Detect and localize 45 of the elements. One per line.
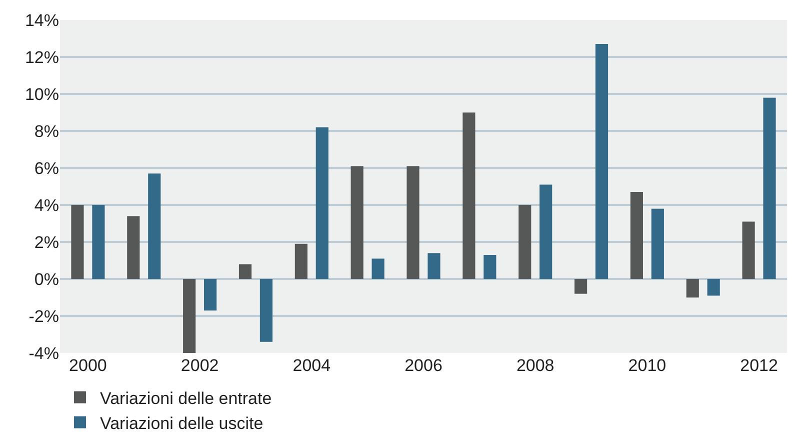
y-tick-label: 8% xyxy=(34,122,59,141)
bar xyxy=(574,279,588,294)
x-tick-label: 2012 xyxy=(740,356,778,375)
bar xyxy=(71,205,84,279)
bar xyxy=(238,264,252,279)
bar xyxy=(183,279,196,353)
bar xyxy=(372,258,384,279)
bar xyxy=(316,127,328,279)
x-tick-label: 2004 xyxy=(292,356,331,375)
y-tick-label: -2% xyxy=(28,306,59,326)
bar xyxy=(742,222,755,279)
bar xyxy=(127,216,140,279)
bar xyxy=(294,244,308,279)
y-tick-label: 4% xyxy=(34,196,59,215)
bar xyxy=(686,279,699,298)
bar xyxy=(204,279,217,310)
bar xyxy=(148,174,161,279)
y-tick-label: 10% xyxy=(24,84,59,104)
x-tick-label: 2008 xyxy=(516,356,554,375)
x-tick-label: 2006 xyxy=(404,356,442,375)
x-tick-label: 2010 xyxy=(628,356,666,375)
bar xyxy=(406,166,420,279)
bar xyxy=(484,254,496,279)
y-tick-label: 2% xyxy=(34,232,59,252)
bar xyxy=(462,112,476,279)
bar xyxy=(630,192,643,279)
bar xyxy=(92,205,105,279)
bar xyxy=(595,44,608,279)
bar xyxy=(428,253,440,279)
y-tick-label: 14% xyxy=(24,10,59,30)
bar xyxy=(260,279,273,342)
bar xyxy=(540,184,552,279)
legend-label: Variazioni delle entrate xyxy=(100,388,272,408)
y-tick-label: 0% xyxy=(34,270,59,289)
x-tick-label: 2002 xyxy=(180,356,219,375)
y-tick-label: -4% xyxy=(28,344,59,363)
x-tick-label: 2000 xyxy=(69,356,107,375)
bar xyxy=(707,279,720,296)
bar xyxy=(350,166,364,279)
bar xyxy=(763,98,776,279)
y-tick-label: 6% xyxy=(34,158,59,178)
legend-label: Variazioni delle uscite xyxy=(100,414,264,433)
bar xyxy=(518,205,532,279)
bar xyxy=(651,208,664,279)
y-tick-label: 12% xyxy=(24,48,59,67)
